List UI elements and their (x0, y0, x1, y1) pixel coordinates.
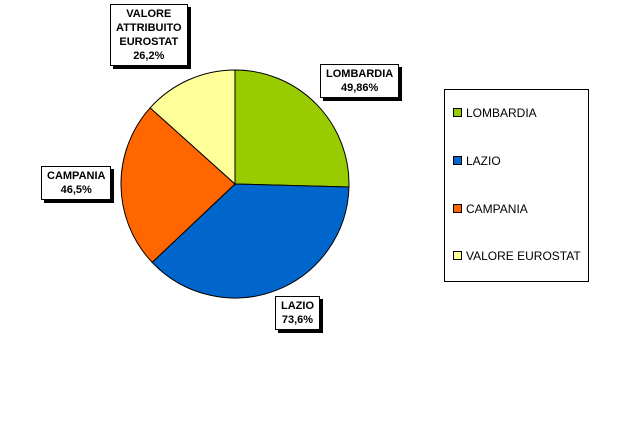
legend-item-campania: CAMPANIA (453, 202, 528, 216)
chart-legend: LOMBARDIA LAZIO CAMPANIA VALORE EUROSTAT (444, 89, 589, 282)
data-label-lombardia: LOMBARDIA 49,86% (320, 64, 400, 98)
legend-swatch-lazio (453, 156, 462, 166)
pie-slice-lombardia (234, 69, 350, 188)
pie-slice-valore-eurostat (149, 69, 236, 186)
legend-item-valore-eurostat: VALORE EUROSTAT (453, 249, 581, 263)
legend-label-lombardia: LOMBARDIA (466, 106, 537, 120)
legend-label-campania: CAMPANIA (466, 202, 528, 216)
pie-slice-campania (120, 107, 236, 264)
legend-label-lazio: LAZIO (466, 154, 501, 168)
pie-slice-lazio (151, 183, 350, 299)
data-label-lazio: LAZIO 73,6% (275, 296, 320, 330)
data-label-campania: CAMPANIA 46,5% (41, 166, 112, 200)
legend-swatch-campania (453, 204, 462, 214)
data-label-valore-eurostat: VALORE ATTRIBUITO EUROSTAT 26,2% (110, 4, 188, 66)
legend-label-valore-eurostat: VALORE EUROSTAT (466, 249, 581, 263)
legend-swatch-lombardia (453, 108, 462, 118)
legend-swatch-valore-eurostat (453, 251, 462, 261)
legend-item-lombardia: LOMBARDIA (453, 106, 537, 120)
legend-item-lazio: LAZIO (453, 154, 501, 168)
